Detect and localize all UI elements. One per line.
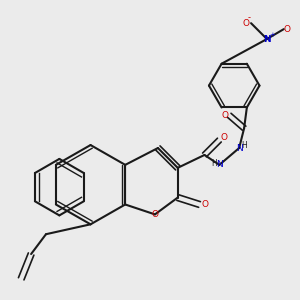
Text: N: N [216,160,223,169]
Text: -: - [248,13,251,22]
Text: O: O [152,210,158,219]
Text: O: O [220,133,227,142]
Text: O: O [242,19,249,28]
Text: H: H [211,159,217,168]
Text: N: N [263,34,271,43]
Text: O: O [221,111,228,120]
Text: +: + [269,32,275,38]
Text: H: H [242,141,248,150]
Text: O: O [202,200,209,209]
Text: N: N [236,143,242,152]
Text: O: O [283,25,290,34]
